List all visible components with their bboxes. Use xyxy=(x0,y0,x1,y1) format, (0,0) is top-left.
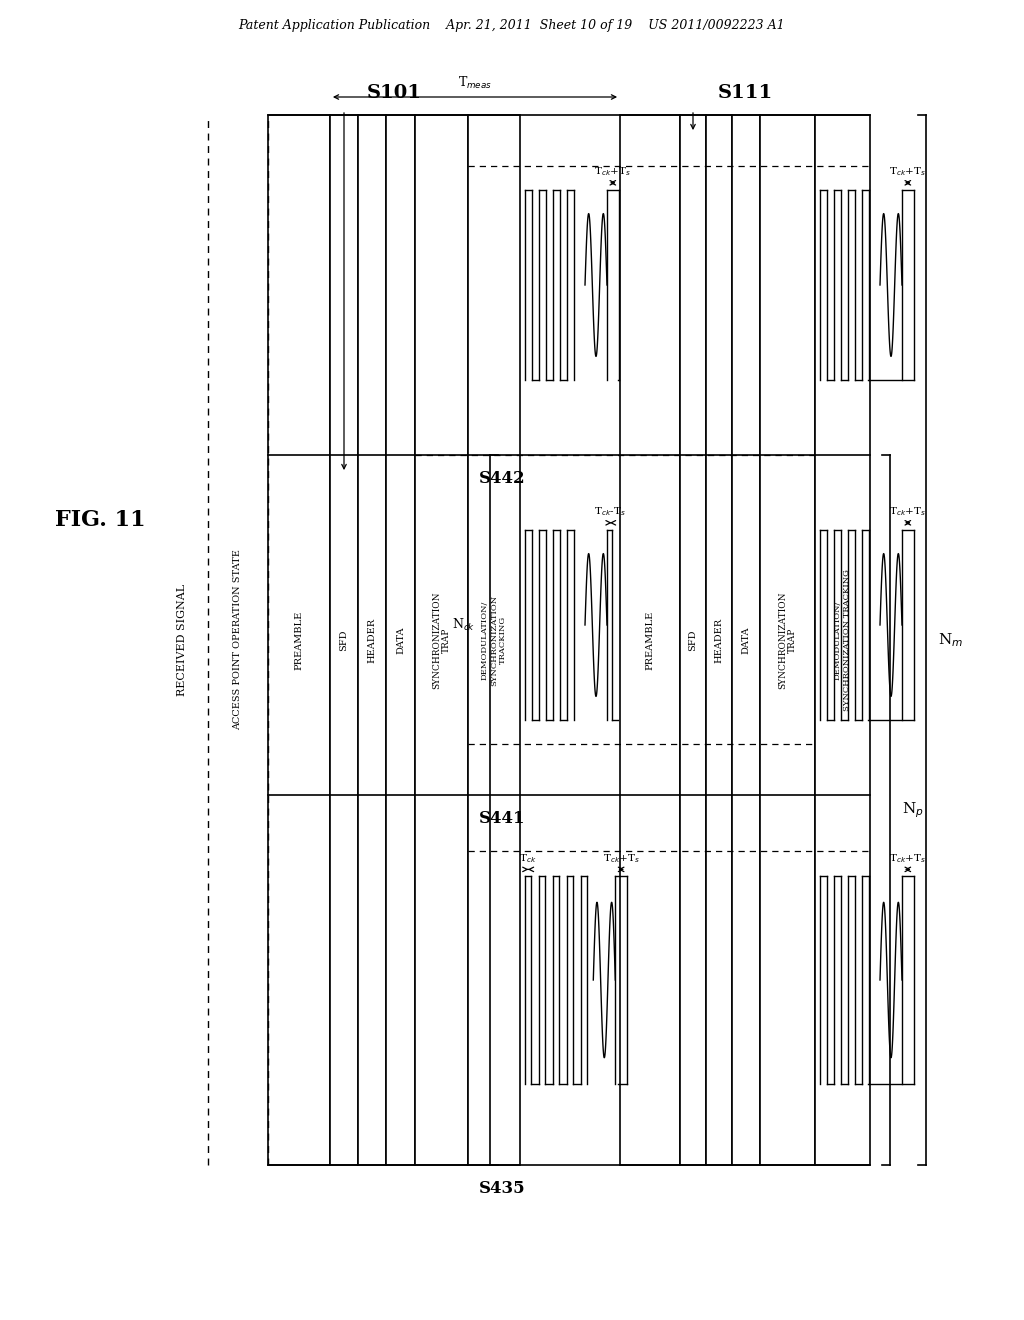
Text: ACCESS POINT OPERATION STATE: ACCESS POINT OPERATION STATE xyxy=(233,549,243,730)
Text: T$_{ck}$+T$_s$: T$_{ck}$+T$_s$ xyxy=(594,165,631,178)
Text: DATA: DATA xyxy=(396,626,406,653)
Text: T$_{ck}$+T$_s$: T$_{ck}$+T$_s$ xyxy=(890,506,927,519)
Bar xyxy=(268,115,330,1166)
Text: S435: S435 xyxy=(478,1180,525,1197)
Text: N$_{ck}$: N$_{ck}$ xyxy=(452,616,475,634)
Bar xyxy=(706,115,732,1166)
Text: S442: S442 xyxy=(478,470,525,487)
Text: HEADER: HEADER xyxy=(715,618,724,663)
Bar xyxy=(358,115,386,1166)
Text: T$_{ck}$: T$_{ck}$ xyxy=(519,851,537,865)
Bar xyxy=(468,115,520,1166)
Text: DEMODULATION/
SYNCHRONIZATION TRACKING: DEMODULATION/ SYNCHRONIZATION TRACKING xyxy=(834,569,851,711)
Bar xyxy=(680,115,706,1166)
Text: FIG. 11: FIG. 11 xyxy=(54,510,145,531)
Text: PREAMBLE: PREAMBLE xyxy=(645,610,654,669)
Text: S111: S111 xyxy=(718,84,773,102)
Bar xyxy=(732,115,760,1166)
Bar xyxy=(330,115,358,1166)
Text: SYNCHRONIZATION
TRAP: SYNCHRONIZATION TRAP xyxy=(432,591,452,689)
Text: SFD: SFD xyxy=(688,630,697,651)
Text: RECEIVED SIGNAL: RECEIVED SIGNAL xyxy=(177,583,187,696)
Text: T$_{meas}$: T$_{meas}$ xyxy=(458,75,493,91)
Text: S101: S101 xyxy=(367,84,422,102)
Text: N$_m$: N$_m$ xyxy=(938,631,964,649)
Bar xyxy=(415,115,468,1166)
Text: S441: S441 xyxy=(479,810,525,828)
Text: SYNCHRONIZATION
TRAP: SYNCHRONIZATION TRAP xyxy=(778,591,798,689)
Bar xyxy=(815,115,870,1166)
Text: T$_{ck}$+T$_s$: T$_{ck}$+T$_s$ xyxy=(890,165,927,178)
Text: DEMODULATION/
SYNCHRONIZATION
TRACKING: DEMODULATION/ SYNCHRONIZATION TRACKING xyxy=(481,594,507,685)
Bar xyxy=(620,115,680,1166)
Bar xyxy=(760,115,815,1166)
Text: T$_{ck}$+T$_s$: T$_{ck}$+T$_s$ xyxy=(890,851,927,865)
Text: HEADER: HEADER xyxy=(368,618,377,663)
Text: SFD: SFD xyxy=(340,630,348,651)
Text: T$_{ck}$-T$_s$: T$_{ck}$-T$_s$ xyxy=(594,506,626,519)
Text: PREAMBLE: PREAMBLE xyxy=(295,610,303,669)
Text: Patent Application Publication    Apr. 21, 2011  Sheet 10 of 19    US 2011/00922: Patent Application Publication Apr. 21, … xyxy=(239,18,785,32)
Bar xyxy=(386,115,415,1166)
Text: N$_p$: N$_p$ xyxy=(902,800,924,820)
Text: T$_{ck}$+T$_s$: T$_{ck}$+T$_s$ xyxy=(603,851,640,865)
Text: DATA: DATA xyxy=(741,626,751,653)
